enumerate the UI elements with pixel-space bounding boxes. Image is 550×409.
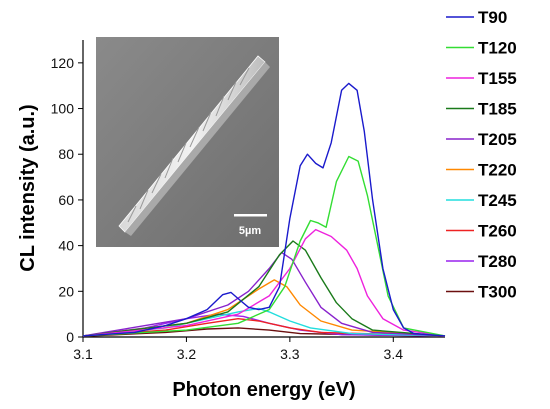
legend-item-t300: T300 [446,283,517,302]
legend-item-t280: T280 [446,252,517,271]
series-line-t205 [82,251,446,337]
legend-label: T120 [478,39,517,58]
series-line-t155 [82,228,446,337]
x-tick-label: 3.4 [384,346,404,362]
series-line-t120 [82,155,446,337]
legend: T90 T120 T155 T185 T205 T220 T245 T260 T280 T300 [446,8,517,302]
legend-item-t260: T260 [446,222,517,241]
series-line-t90 [82,82,446,337]
legend-label: T155 [478,69,517,88]
x-axis-ticks: 3.1 3.2 3.3 3.4 [73,337,403,362]
legend-label: T280 [478,252,517,271]
legend-item-t185: T185 [446,100,517,119]
y-tick-label: 0 [66,329,74,345]
legend-label: T90 [478,8,507,27]
legend-item-t155: T155 [446,69,517,88]
nanorod-image [118,55,270,236]
y-axis-title: CL intensity (a.u.) [17,104,39,271]
x-axis-title: Photon energy (eV) [172,379,355,401]
series-line-t260 [82,318,446,337]
series-lines [82,82,446,337]
sem-scale-bar-label: 5µm [239,225,261,237]
legend-label: T245 [478,191,517,210]
legend-item-t245: T245 [446,191,517,210]
y-tick-label: 100 [51,101,75,117]
sem-scale-bar [234,214,267,217]
legend-label: T300 [478,283,517,302]
legend-item-t220: T220 [446,161,517,180]
y-tick-label: 80 [58,146,74,162]
y-tick-label: 60 [58,192,74,208]
legend-label: T205 [478,130,517,149]
legend-item-t120: T120 [446,39,517,58]
y-axis-ticks: 0 20 40 60 80 100 120 [51,55,83,345]
x-tick-label: 3.3 [280,346,300,362]
series-line-t300 [82,327,446,337]
legend-item-t205: T205 [446,130,517,149]
y-tick-label: 20 [58,283,74,299]
x-tick-label: 3.1 [73,346,93,362]
legend-label: T220 [478,161,517,180]
y-tick-label: 40 [58,238,74,254]
legend-item-t90: T90 [446,8,507,27]
x-tick-label: 3.2 [177,346,197,362]
sem-inset: 5µm [96,37,279,247]
y-tick-label: 120 [51,55,75,71]
legend-label: T185 [478,100,517,119]
legend-label: T260 [478,222,517,241]
